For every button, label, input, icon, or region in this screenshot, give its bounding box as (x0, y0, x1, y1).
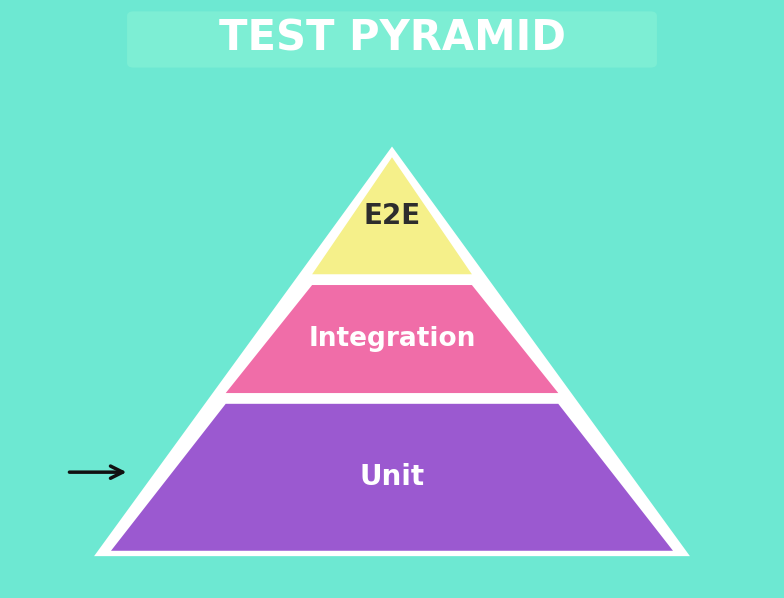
Text: TEST PYRAMID: TEST PYRAMID (219, 17, 565, 59)
Text: E2E: E2E (364, 202, 420, 230)
Text: Unit: Unit (359, 463, 425, 492)
Polygon shape (94, 147, 690, 556)
Text: Integration: Integration (308, 326, 476, 352)
Polygon shape (226, 285, 558, 393)
Polygon shape (312, 157, 472, 274)
Polygon shape (111, 404, 673, 551)
FancyBboxPatch shape (127, 11, 657, 68)
